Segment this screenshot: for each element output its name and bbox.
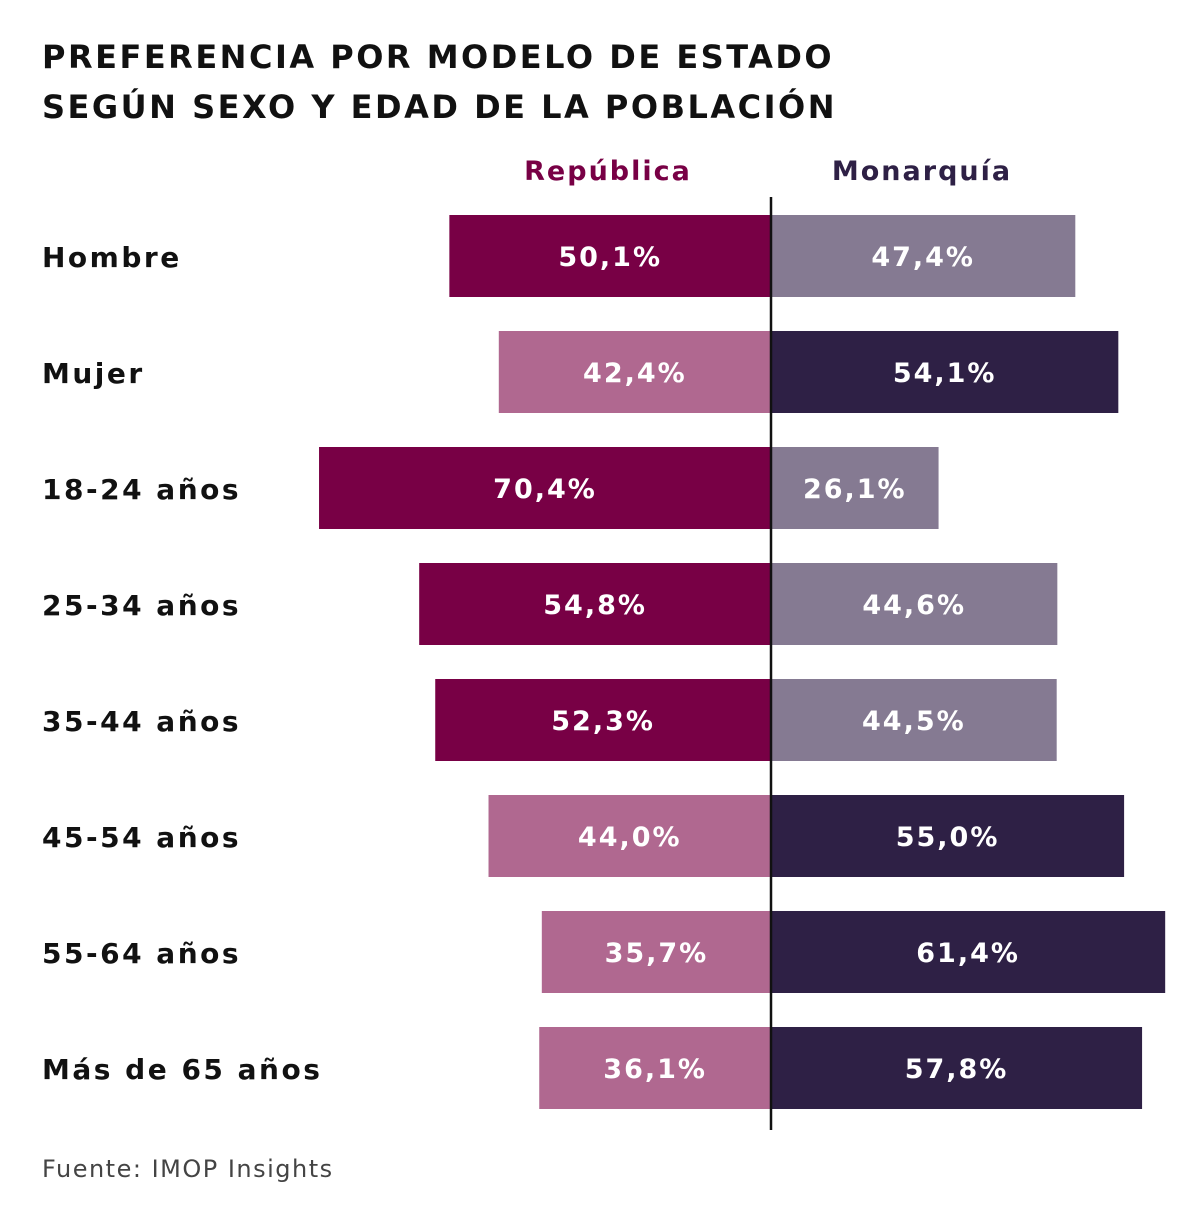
value-label-republica-55-64-anos: 35,7% (605, 938, 709, 969)
category-label-mujer: Mujer (42, 357, 145, 390)
value-label-republica-25-34-anos: 54,8% (543, 590, 647, 621)
bar-republica-25-34-anos (419, 563, 771, 645)
value-label-monarquia-mas-de-65-anos: 57,8% (905, 1054, 1009, 1085)
chart-title-line-1: PREFERENCIA POR MODELO DE ESTADO (42, 38, 835, 76)
chart-title: PREFERENCIA POR MODELO DE ESTADO SEGÚN S… (42, 32, 837, 132)
category-label-18-24-anos: 18-24 años (42, 473, 241, 506)
category-label-25-34-anos: 25-34 años (42, 589, 241, 622)
value-label-monarquia-25-34-anos: 44,6% (862, 590, 966, 621)
bar-republica-mujer (498, 331, 771, 413)
value-label-republica-hombre: 50,1% (558, 242, 662, 273)
value-label-monarquia-35-44-anos: 44,5% (862, 706, 966, 737)
bar-republica-35-44-anos (435, 679, 771, 761)
bar-monarquia-mas-de-65-anos (771, 1027, 1143, 1109)
bar-monarquia-mujer (771, 331, 1119, 413)
bar-republica-18-24-anos (319, 447, 771, 529)
legend-monarquia: Monarquía (832, 156, 1012, 187)
category-label-35-44-anos: 35-44 años (42, 705, 241, 738)
chart-title-line-2: SEGÚN SEXO Y EDAD DE LA POBLACIÓN (42, 88, 837, 126)
value-label-republica-18-24-anos: 70,4% (493, 474, 597, 505)
bar-monarquia-55-64-anos (771, 911, 1166, 993)
value-label-republica-mujer: 42,4% (583, 358, 687, 389)
bar-republica-45-54-anos (488, 795, 771, 877)
category-label-hombre: Hombre (42, 241, 182, 274)
legend-republica: República (524, 156, 692, 187)
value-label-monarquia-45-54-anos: 55,0% (896, 822, 1000, 853)
value-label-republica-35-44-anos: 52,3% (551, 706, 655, 737)
category-label-45-54-anos: 45-54 años (42, 821, 241, 854)
category-label-mas-de-65-anos: Más de 65 años (42, 1053, 322, 1086)
bar-monarquia-35-44-anos (771, 679, 1057, 761)
source-note: Fuente: IMOP Insights (42, 1155, 334, 1183)
bar-monarquia-45-54-anos (771, 795, 1125, 877)
value-label-monarquia-hombre: 47,4% (871, 242, 975, 273)
bar-monarquia-18-24-anos (771, 447, 939, 529)
category-label-55-64-anos: 55-64 años (42, 937, 241, 970)
value-label-monarquia-55-64-anos: 61,4% (916, 938, 1020, 969)
bar-republica-55-64-anos (541, 911, 771, 993)
bar-monarquia-25-34-anos (771, 563, 1058, 645)
bar-republica-hombre (449, 215, 771, 297)
bar-monarquia-hombre (771, 215, 1076, 297)
value-label-republica-45-54-anos: 44,0% (578, 822, 682, 853)
bar-republica-mas-de-65-anos (539, 1027, 771, 1109)
value-label-monarquia-mujer: 54,1% (893, 358, 997, 389)
value-label-republica-mas-de-65-anos: 36,1% (603, 1054, 707, 1085)
value-label-monarquia-18-24-anos: 26,1% (803, 474, 907, 505)
